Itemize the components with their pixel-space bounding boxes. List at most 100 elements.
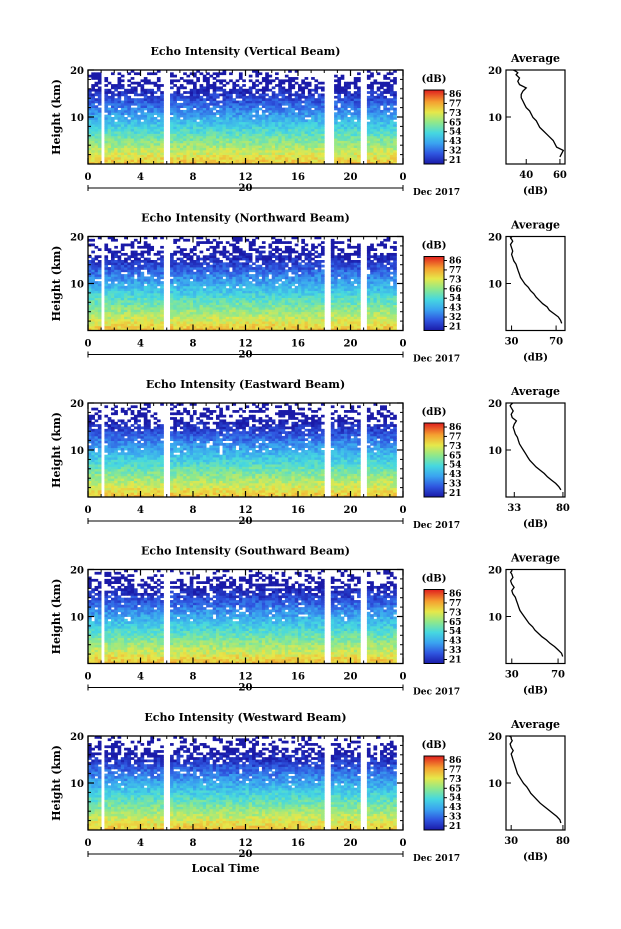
heatmap-cell: [114, 156, 118, 160]
heatmap-cell: [97, 131, 102, 134]
heatmap-cell: [97, 154, 102, 158]
heatmap-cell: [209, 278, 214, 282]
heatmap-cell: [314, 112, 319, 116]
heatmap-cell: [91, 105, 95, 108]
heatmap-cell: [334, 135, 338, 139]
heatmap-cell: [238, 135, 243, 139]
heatmap-cell: [311, 119, 315, 123]
heatmap-cell: [199, 323, 204, 327]
heatmap-cell: [110, 302, 115, 306]
heatmap-cell: [143, 250, 148, 254]
heatmap-cell: [127, 126, 132, 130]
heatmap-cell: [206, 288, 210, 291]
heatmap-cell: [222, 290, 227, 294]
heatmap-cell: [343, 105, 348, 108]
heatmap-cell: [278, 257, 282, 261]
heatmap-cell: [147, 325, 151, 329]
heatmap-cell: [294, 142, 299, 146]
heatmap-cell: [278, 159, 282, 163]
heatmap-cell: [170, 135, 174, 139]
heatmap-cell: [199, 278, 204, 282]
heatmap-cell: [271, 128, 276, 132]
heatmap-cell: [120, 248, 125, 251]
heatmap-cell: [137, 98, 141, 101]
heatmap-cell: [255, 88, 260, 92]
heatmap-cell: [212, 318, 217, 322]
heatmap-cell: [137, 260, 141, 263]
heatmap-cell: [170, 105, 174, 108]
heatmap-cell: [189, 250, 194, 254]
heatmap-cell: [304, 112, 309, 116]
heatmap-cell: [232, 105, 237, 108]
heatmap-cell: [340, 126, 345, 130]
heatmap-cell: [114, 299, 118, 303]
heatmap-cell: [265, 93, 269, 97]
heatmap-cell: [320, 145, 325, 148]
heatmap-cell: [104, 79, 109, 83]
heatmap-cell: [284, 107, 289, 111]
heatmap-cell: [130, 311, 135, 315]
heatmap-cell: [176, 269, 181, 273]
heatmap-cell: [238, 307, 243, 310]
heatmap-cell: [245, 138, 250, 141]
heatmap-cell: [206, 328, 210, 331]
heatmap-cell: [140, 307, 145, 310]
heatmap-cell: [130, 304, 135, 308]
colorbar-tick-label: 21: [449, 156, 462, 166]
heatmap-cell: [91, 302, 95, 306]
heatmap-cell: [347, 98, 351, 101]
heatmap-cell: [334, 95, 338, 99]
heatmap-cell: [153, 109, 158, 113]
heatmap-cell: [97, 140, 102, 144]
heatmap-cell: [393, 133, 397, 137]
heatmap-cell: [258, 121, 263, 125]
heatmap-cell: [196, 138, 200, 141]
heatmap-cell: [340, 161, 345, 165]
heatmap-cell: [373, 124, 378, 127]
heatmap-cell: [130, 109, 135, 113]
heatmap-cell: [153, 154, 158, 158]
heatmap-cell: [317, 119, 322, 123]
heatmap-cell: [373, 135, 378, 139]
heatmap-cell: [258, 285, 263, 289]
heatmap-cell: [258, 140, 263, 144]
heatmap-cell: [127, 95, 132, 99]
heatmap-cell: [225, 269, 230, 273]
heatmap-cell: [156, 161, 161, 165]
heatmap-cell: [370, 161, 374, 165]
heatmap-cell: [202, 147, 207, 151]
heatmap-cell: [219, 318, 223, 322]
heatmap-cell: [193, 248, 197, 251]
heatmap-cell: [91, 267, 95, 270]
heatmap-cell: [209, 100, 214, 104]
heatmap-cell: [206, 292, 210, 296]
heatmap-cell: [124, 91, 128, 94]
heatmap-cell: [219, 107, 223, 111]
heatmap-cell: [291, 318, 296, 322]
heatmap-cell: [120, 321, 125, 324]
heatmap-cell: [88, 271, 92, 275]
heatmap-cell: [212, 102, 217, 106]
heatmap-cell: [124, 152, 128, 155]
heatmap-cell: [337, 142, 342, 146]
heatmap-cell: [222, 131, 227, 134]
heatmap-cell: [255, 84, 260, 87]
heatmap-cell: [94, 297, 99, 301]
heatmap-cell: [229, 311, 233, 315]
heatmap-cell: [176, 119, 181, 123]
heatmap-cell: [258, 126, 263, 130]
heatmap-cell: [238, 119, 243, 123]
heatmap-cell: [278, 283, 282, 287]
heatmap-cell: [222, 128, 227, 132]
heatmap-cell: [219, 290, 223, 294]
heatmap-cell: [311, 142, 315, 146]
heatmap-cell: [150, 297, 155, 301]
heatmap-cell: [268, 161, 273, 165]
heatmap-cell: [133, 135, 138, 139]
heatmap-cell: [209, 149, 214, 153]
heatmap-cell: [173, 109, 177, 113]
heatmap-cell: [110, 252, 115, 256]
heatmap-cell: [209, 297, 214, 301]
heatmap-cell: [320, 114, 325, 118]
heatmap-cell: [275, 114, 279, 118]
